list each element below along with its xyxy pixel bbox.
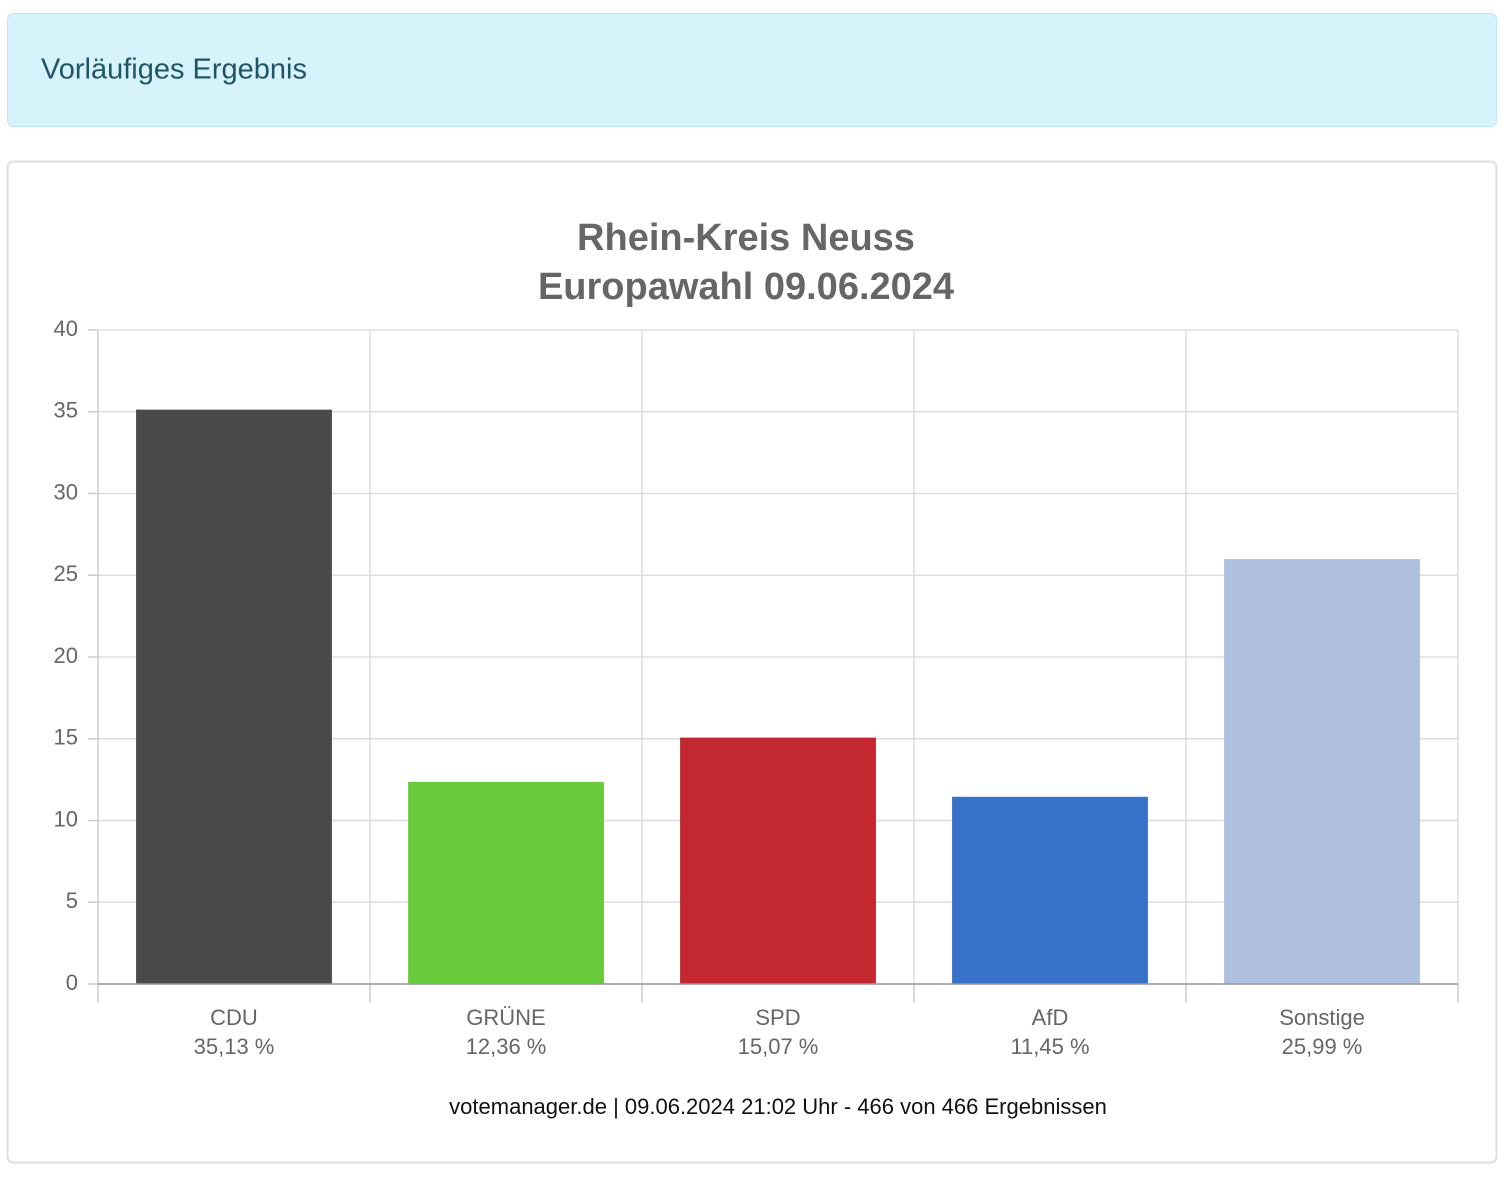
x-tick-label: CDU — [210, 1005, 258, 1030]
y-tick-label: 5 — [66, 888, 78, 913]
value-label: 11,45 % — [1010, 1034, 1089, 1059]
bar — [680, 737, 876, 984]
value-label: 12,36 % — [466, 1034, 547, 1059]
y-tick-label: 40 — [54, 316, 78, 341]
bar — [136, 409, 332, 984]
chart-title: Rhein-Kreis Neuss — [577, 217, 915, 259]
x-tick-label: GRÜNE — [466, 1005, 545, 1030]
bar — [952, 796, 1148, 984]
y-tick-label: 15 — [54, 725, 78, 750]
y-tick-label: 35 — [54, 398, 78, 423]
alert-box — [7, 13, 1497, 127]
y-tick-label: 10 — [54, 806, 78, 831]
bar — [1224, 559, 1420, 984]
chart-footer: votemanager.de | 09.06.2024 21:02 Uhr - … — [449, 1094, 1107, 1119]
value-label: 15,07 % — [738, 1034, 819, 1059]
x-tick-label: Sonstige — [1279, 1005, 1365, 1030]
value-label: 35,13 % — [194, 1034, 275, 1059]
y-tick-label: 30 — [54, 479, 78, 504]
x-tick-label: AfD — [1032, 1005, 1069, 1030]
x-tick-label: SPD — [755, 1005, 800, 1030]
y-tick-label: 0 — [66, 970, 78, 995]
value-label: 25,99 % — [1282, 1034, 1363, 1059]
bar — [408, 781, 604, 984]
chart-subtitle: Europawahl 09.06.2024 — [538, 266, 954, 308]
y-tick-label: 20 — [54, 643, 78, 668]
alert-title: Vorläufiges Ergebnis — [41, 54, 307, 86]
y-tick-label: 25 — [54, 561, 78, 586]
